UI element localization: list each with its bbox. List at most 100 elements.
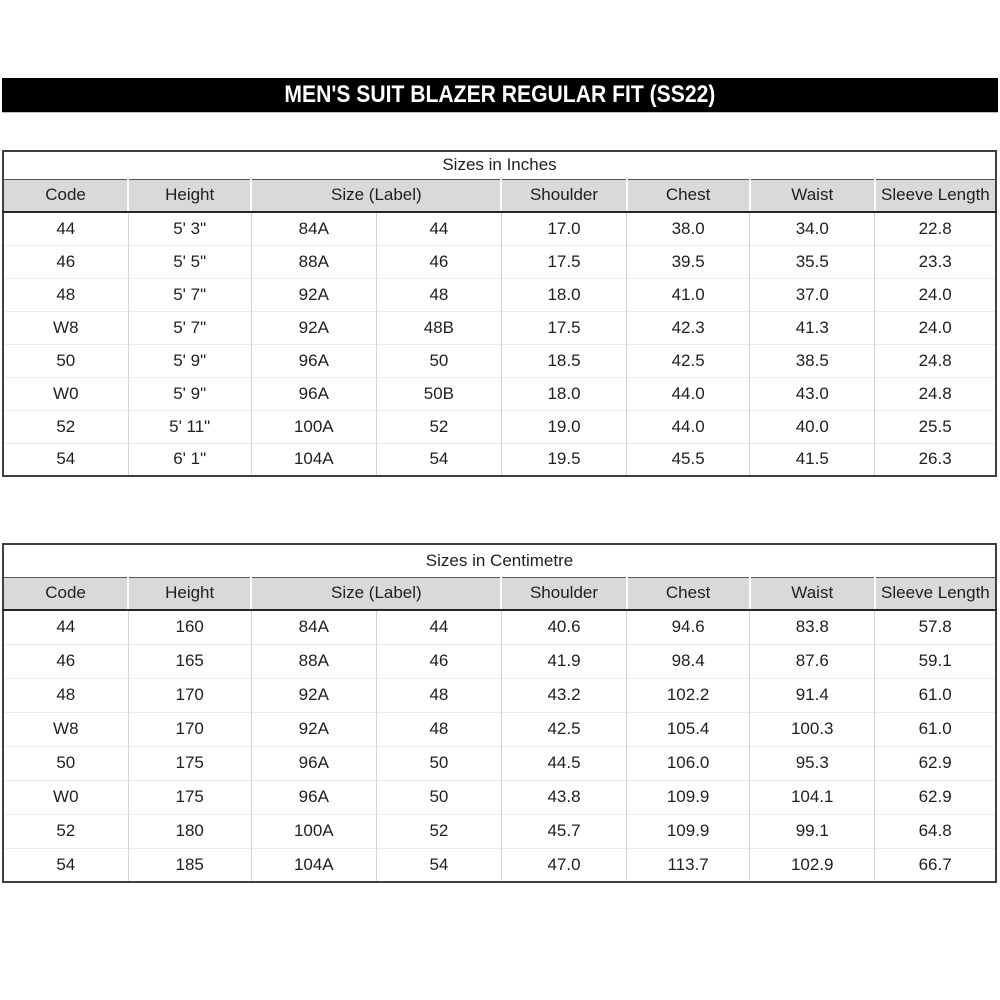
table-cell: 6' 1": [127, 442, 252, 476]
table-row: W8 5' 7" 92A 48B 17.5 42.3 41.3 24.0: [3, 310, 996, 344]
table-cell: 48: [3, 277, 129, 311]
table-cell: W0: [3, 376, 129, 410]
table-cell: 175: [127, 745, 252, 780]
table-cell: 40.0: [749, 409, 875, 443]
table-cell: 44.5: [500, 745, 627, 780]
table-cell: 64.8: [874, 813, 996, 848]
table-cell: 62.9: [874, 745, 996, 780]
table-cell: 50: [375, 343, 502, 377]
table-cell: 165: [127, 643, 252, 678]
table-cell: 44.0: [626, 409, 750, 443]
col-header-shoulder: Shoulder: [500, 577, 627, 611]
table-cell: 62.9: [874, 779, 996, 814]
table-cell: 180: [127, 813, 252, 848]
table-cell: 39.5: [626, 244, 750, 278]
table-cell: 91.4: [749, 677, 875, 712]
col-header-code: Code: [3, 179, 129, 213]
table-cell: 95.3: [749, 745, 875, 780]
table-row: 50 175 96A 50 44.5 106.0 95.3 62.9: [3, 745, 996, 780]
table-cell: 175: [127, 779, 252, 814]
table-cell: 48: [375, 711, 502, 746]
col-header-code: Code: [3, 577, 129, 611]
table-cell: 102.2: [626, 677, 750, 712]
table-cell: 48: [3, 677, 129, 712]
table-caption: Sizes in Centimetre: [3, 544, 996, 578]
table-cell: 48: [375, 277, 502, 311]
table-cell: 59.1: [874, 643, 996, 678]
sizes-in-centimetre-table: Sizes in Centimetre Code Height Size (La…: [2, 543, 997, 883]
table-cell: 84A: [250, 609, 377, 644]
table-cell: 88A: [250, 244, 377, 278]
table-cell: 52: [3, 409, 129, 443]
table-cell: 24.0: [874, 277, 996, 311]
table-cell: 48: [375, 677, 502, 712]
col-header-waist: Waist: [748, 577, 875, 611]
col-header-waist: Waist: [748, 179, 875, 213]
table-cell: 96A: [250, 745, 377, 780]
table-cell: 44: [3, 211, 129, 245]
table-cell: 83.8: [749, 609, 875, 644]
table-cell: 88A: [250, 643, 377, 678]
table-caption: Sizes in Inches: [3, 151, 996, 180]
table-row: W0 175 96A 50 43.8 109.9 104.1 62.9: [3, 779, 996, 814]
table-cell: 50: [3, 745, 129, 780]
table-cell: 5' 7": [127, 277, 252, 311]
table-cell: 50: [3, 343, 129, 377]
table-cell: 105.4: [626, 711, 750, 746]
table-cell: 43.0: [749, 376, 875, 410]
col-header-sleeve-length: Sleeve Length: [873, 179, 996, 213]
col-header-height: Height: [127, 179, 252, 213]
table-cell: 24.8: [874, 343, 996, 377]
table-cell: 100.3: [749, 711, 875, 746]
table-cell: 40.6: [500, 609, 627, 644]
table-cell: 99.1: [749, 813, 875, 848]
table-cell: 18.5: [500, 343, 627, 377]
col-header-height: Height: [127, 577, 252, 611]
table-row: W8 170 92A 48 42.5 105.4 100.3 61.0: [3, 711, 996, 746]
table-cell: 92A: [250, 677, 377, 712]
table-cell: 50B: [375, 376, 502, 410]
table-cell: 109.9: [626, 813, 750, 848]
table-cell: 61.0: [874, 677, 996, 712]
table-row: 50 5' 9" 96A 50 18.5 42.5 38.5 24.8: [3, 343, 996, 377]
table-header-row: Code Height Size (Label) Shoulder Chest …: [3, 179, 996, 213]
table-cell: 5' 11": [127, 409, 252, 443]
table-cell: 41.0: [626, 277, 750, 311]
col-header-chest: Chest: [625, 179, 750, 213]
table-cell: 54: [3, 847, 129, 882]
table-cell: 19.0: [500, 409, 627, 443]
table-cell: 98.4: [626, 643, 750, 678]
table-cell: 96A: [250, 779, 377, 814]
table-cell: 43.2: [500, 677, 627, 712]
sizes-in-inches-table: Sizes in Inches Code Height Size (Label)…: [2, 150, 997, 477]
table-cell: 17.5: [500, 310, 627, 344]
table-cell: 61.0: [874, 711, 996, 746]
table-cell: 18.0: [500, 376, 627, 410]
table-cell: 50: [375, 745, 502, 780]
table-row: 52 5' 11" 100A 52 19.0 44.0 40.0 25.5: [3, 409, 996, 443]
table-cell: 5' 9": [127, 343, 252, 377]
table-cell: 26.3: [874, 442, 996, 476]
title-bar: MEN'S SUIT BLAZER REGULAR FIT (SS22): [2, 78, 998, 113]
table-cell: 22.8: [874, 211, 996, 245]
table-cell: 41.9: [500, 643, 627, 678]
table-header-row: Code Height Size (Label) Shoulder Chest …: [3, 577, 996, 611]
table-cell: 5' 5": [127, 244, 252, 278]
table-cell: 104A: [250, 847, 377, 882]
table-cell: 48B: [375, 310, 502, 344]
table-cell: 23.3: [874, 244, 996, 278]
table-cell: 43.8: [500, 779, 627, 814]
table-cell: 24.0: [874, 310, 996, 344]
table-body: 44 5' 3" 84A 44 17.0 38.0 34.0 22.8 46 5' 5" 88A 46…: [3, 211, 996, 476]
table-row: 52 180 100A 52 45.7 109.9 99.1 64.8: [3, 813, 996, 848]
table-cell: 38.0: [626, 211, 750, 245]
table-cell: 17.0: [500, 211, 627, 245]
page-title: MEN'S SUIT BLAZER REGULAR FIT (SS22): [284, 81, 716, 108]
table-cell: 100A: [250, 813, 377, 848]
table-cell: 34.0: [749, 211, 875, 245]
table-cell: 92A: [250, 711, 377, 746]
table-cell: 170: [127, 677, 252, 712]
table-row: 48 170 92A 48 43.2 102.2 91.4 61.0: [3, 677, 996, 712]
table-cell: 94.6: [626, 609, 750, 644]
table-cell: 47.0: [500, 847, 627, 882]
